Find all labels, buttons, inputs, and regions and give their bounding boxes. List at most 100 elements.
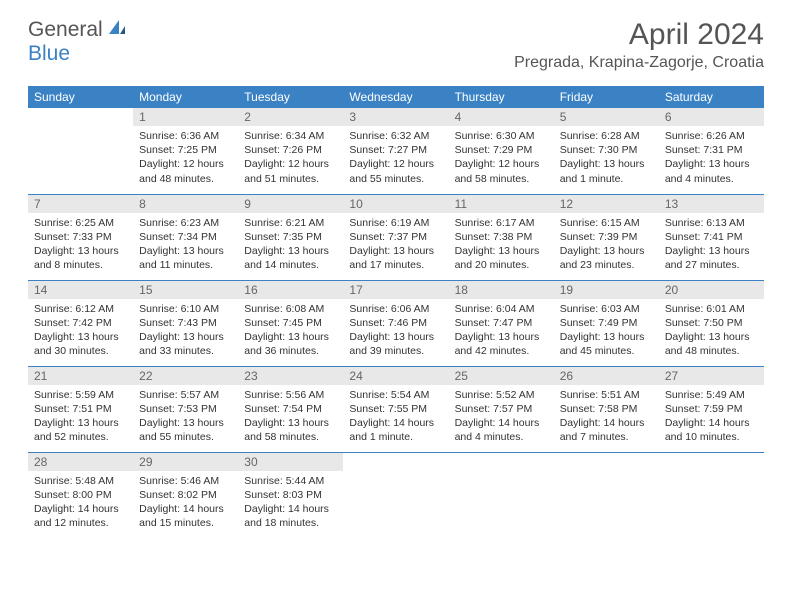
calendar-cell: 3Sunrise: 6:32 AMSunset: 7:27 PMDaylight… [343,108,448,194]
calendar-cell: 20Sunrise: 6:01 AMSunset: 7:50 PMDayligh… [659,280,764,366]
calendar-cell: 2Sunrise: 6:34 AMSunset: 7:26 PMDaylight… [238,108,343,194]
day-details: Sunrise: 6:08 AMSunset: 7:45 PMDaylight:… [238,299,343,363]
weekday-header: Monday [133,86,238,108]
day-number: 8 [133,195,238,213]
day-number: 28 [28,453,133,471]
location-subtitle: Pregrada, Krapina-Zagorje, Croatia [514,54,764,72]
calendar-body: 1Sunrise: 6:36 AMSunset: 7:25 PMDaylight… [28,108,764,538]
calendar-table: SundayMondayTuesdayWednesdayThursdayFrid… [28,86,764,538]
brand-part2-wrap: Blue [28,42,70,66]
day-details: Sunrise: 6:01 AMSunset: 7:50 PMDaylight:… [659,299,764,363]
day-details: Sunrise: 5:52 AMSunset: 7:57 PMDaylight:… [449,385,554,449]
calendar-cell: 29Sunrise: 5:46 AMSunset: 8:02 PMDayligh… [133,452,238,538]
day-details: Sunrise: 6:36 AMSunset: 7:25 PMDaylight:… [133,126,238,190]
calendar-cell: 12Sunrise: 6:15 AMSunset: 7:39 PMDayligh… [554,194,659,280]
day-number: 21 [28,367,133,385]
calendar-cell: 21Sunrise: 5:59 AMSunset: 7:51 PMDayligh… [28,366,133,452]
day-details: Sunrise: 6:17 AMSunset: 7:38 PMDaylight:… [449,213,554,277]
calendar-cell: 10Sunrise: 6:19 AMSunset: 7:37 PMDayligh… [343,194,448,280]
brand-logo: General [28,18,129,42]
calendar-cell: 5Sunrise: 6:28 AMSunset: 7:30 PMDaylight… [554,108,659,194]
day-details: Sunrise: 6:04 AMSunset: 7:47 PMDaylight:… [449,299,554,363]
day-number: 15 [133,281,238,299]
calendar-row: 7Sunrise: 6:25 AMSunset: 7:33 PMDaylight… [28,194,764,280]
calendar-cell: 27Sunrise: 5:49 AMSunset: 7:59 PMDayligh… [659,366,764,452]
calendar-cell: 19Sunrise: 6:03 AMSunset: 7:49 PMDayligh… [554,280,659,366]
day-number: 7 [28,195,133,213]
day-details: Sunrise: 6:25 AMSunset: 7:33 PMDaylight:… [28,213,133,277]
day-details: Sunrise: 5:51 AMSunset: 7:58 PMDaylight:… [554,385,659,449]
weekday-header: Wednesday [343,86,448,108]
day-details: Sunrise: 5:44 AMSunset: 8:03 PMDaylight:… [238,471,343,535]
month-title: April 2024 [514,18,764,52]
calendar-cell [28,108,133,194]
day-details: Sunrise: 6:30 AMSunset: 7:29 PMDaylight:… [449,126,554,190]
day-number: 24 [343,367,448,385]
day-number: 16 [238,281,343,299]
brand-part2: Blue [28,42,70,65]
calendar-cell: 25Sunrise: 5:52 AMSunset: 7:57 PMDayligh… [449,366,554,452]
calendar-cell: 6Sunrise: 6:26 AMSunset: 7:31 PMDaylight… [659,108,764,194]
calendar-cell: 13Sunrise: 6:13 AMSunset: 7:41 PMDayligh… [659,194,764,280]
calendar-cell [449,452,554,538]
calendar-cell [554,452,659,538]
day-details: Sunrise: 6:19 AMSunset: 7:37 PMDaylight:… [343,213,448,277]
day-number: 27 [659,367,764,385]
weekday-header: Tuesday [238,86,343,108]
title-block: April 2024 Pregrada, Krapina-Zagorje, Cr… [514,18,764,72]
weekday-header: Sunday [28,86,133,108]
weekday-header: Saturday [659,86,764,108]
day-details: Sunrise: 6:34 AMSunset: 7:26 PMDaylight:… [238,126,343,190]
day-details: Sunrise: 5:54 AMSunset: 7:55 PMDaylight:… [343,385,448,449]
day-number: 10 [343,195,448,213]
weekday-row: SundayMondayTuesdayWednesdayThursdayFrid… [28,86,764,108]
calendar-cell: 24Sunrise: 5:54 AMSunset: 7:55 PMDayligh… [343,366,448,452]
calendar-cell: 16Sunrise: 6:08 AMSunset: 7:45 PMDayligh… [238,280,343,366]
sail-icon [107,18,127,42]
day-number: 12 [554,195,659,213]
day-number: 23 [238,367,343,385]
day-number: 1 [133,108,238,126]
calendar-row: 14Sunrise: 6:12 AMSunset: 7:42 PMDayligh… [28,280,764,366]
day-number: 14 [28,281,133,299]
day-details: Sunrise: 6:15 AMSunset: 7:39 PMDaylight:… [554,213,659,277]
calendar-cell: 17Sunrise: 6:06 AMSunset: 7:46 PMDayligh… [343,280,448,366]
day-details: Sunrise: 6:10 AMSunset: 7:43 PMDaylight:… [133,299,238,363]
calendar-row: 1Sunrise: 6:36 AMSunset: 7:25 PMDaylight… [28,108,764,194]
calendar-cell: 23Sunrise: 5:56 AMSunset: 7:54 PMDayligh… [238,366,343,452]
page-header: General April 2024 Pregrada, Krapina-Zag… [28,18,764,72]
day-details: Sunrise: 5:46 AMSunset: 8:02 PMDaylight:… [133,471,238,535]
calendar-cell: 1Sunrise: 6:36 AMSunset: 7:25 PMDaylight… [133,108,238,194]
day-number: 22 [133,367,238,385]
calendar-cell: 11Sunrise: 6:17 AMSunset: 7:38 PMDayligh… [449,194,554,280]
day-details: Sunrise: 6:21 AMSunset: 7:35 PMDaylight:… [238,213,343,277]
day-details: Sunrise: 6:32 AMSunset: 7:27 PMDaylight:… [343,126,448,190]
day-details: Sunrise: 6:26 AMSunset: 7:31 PMDaylight:… [659,126,764,190]
calendar-head: SundayMondayTuesdayWednesdayThursdayFrid… [28,86,764,108]
day-number: 4 [449,108,554,126]
day-details: Sunrise: 6:23 AMSunset: 7:34 PMDaylight:… [133,213,238,277]
calendar-cell: 28Sunrise: 5:48 AMSunset: 8:00 PMDayligh… [28,452,133,538]
day-number: 6 [659,108,764,126]
day-details: Sunrise: 6:13 AMSunset: 7:41 PMDaylight:… [659,213,764,277]
day-number: 18 [449,281,554,299]
day-number: 5 [554,108,659,126]
day-details: Sunrise: 5:59 AMSunset: 7:51 PMDaylight:… [28,385,133,449]
day-details: Sunrise: 5:57 AMSunset: 7:53 PMDaylight:… [133,385,238,449]
weekday-header: Thursday [449,86,554,108]
brand-part1: General [28,18,103,42]
day-number: 3 [343,108,448,126]
day-number: 13 [659,195,764,213]
calendar-cell: 15Sunrise: 6:10 AMSunset: 7:43 PMDayligh… [133,280,238,366]
calendar-cell [659,452,764,538]
day-number: 9 [238,195,343,213]
calendar-row: 21Sunrise: 5:59 AMSunset: 7:51 PMDayligh… [28,366,764,452]
calendar-cell [343,452,448,538]
calendar-cell: 14Sunrise: 6:12 AMSunset: 7:42 PMDayligh… [28,280,133,366]
calendar-cell: 8Sunrise: 6:23 AMSunset: 7:34 PMDaylight… [133,194,238,280]
day-number: 20 [659,281,764,299]
day-number: 25 [449,367,554,385]
day-details: Sunrise: 5:48 AMSunset: 8:00 PMDaylight:… [28,471,133,535]
day-details: Sunrise: 6:12 AMSunset: 7:42 PMDaylight:… [28,299,133,363]
calendar-cell: 18Sunrise: 6:04 AMSunset: 7:47 PMDayligh… [449,280,554,366]
